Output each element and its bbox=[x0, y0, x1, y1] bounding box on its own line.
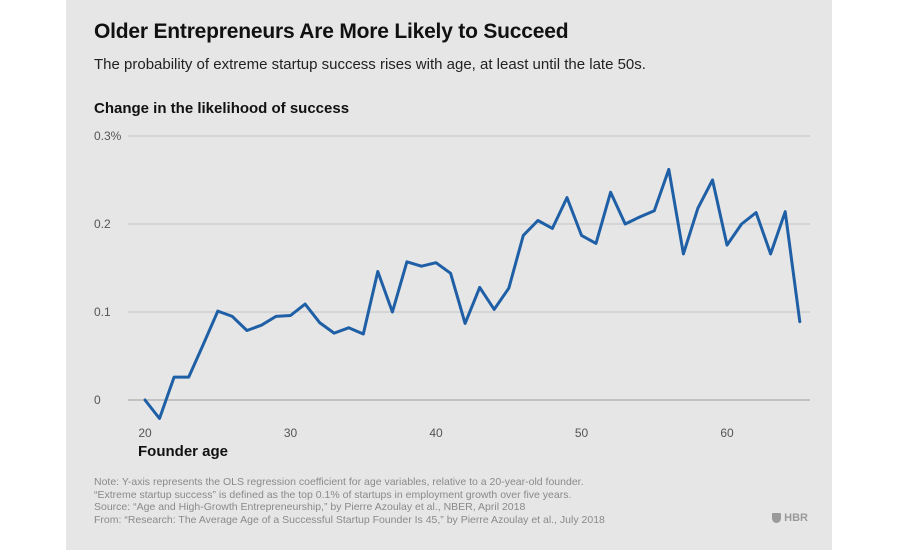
source-line: Source: “Age and High-Growth Entrepreneu… bbox=[94, 501, 526, 514]
data-point bbox=[216, 309, 219, 313]
data-point bbox=[303, 302, 307, 306]
data-point bbox=[376, 270, 379, 273]
data-point bbox=[682, 252, 685, 256]
data-point bbox=[289, 314, 292, 317]
data-point bbox=[260, 324, 263, 327]
chart-subtitle: The probability of extreme startup succe… bbox=[94, 56, 646, 73]
data-point bbox=[187, 375, 190, 379]
data-point bbox=[362, 332, 365, 336]
data-point bbox=[740, 222, 743, 226]
data-point bbox=[638, 215, 641, 219]
data-point bbox=[158, 417, 161, 420]
y-tick-label: 0.2 bbox=[94, 217, 111, 231]
data-point bbox=[391, 310, 394, 314]
data-point bbox=[725, 243, 729, 247]
data-point bbox=[493, 308, 496, 311]
data-point bbox=[536, 219, 540, 222]
data-point bbox=[784, 210, 787, 213]
data-point bbox=[347, 326, 350, 330]
data-point bbox=[609, 191, 612, 194]
y-tick-label: 0 bbox=[94, 393, 101, 407]
data-point bbox=[143, 398, 147, 402]
data-point bbox=[565, 196, 569, 199]
brand-label: HBR bbox=[784, 512, 808, 524]
data-point bbox=[522, 234, 525, 237]
x-tick-label: 60 bbox=[720, 426, 734, 440]
data-point bbox=[507, 287, 510, 290]
x-tick-label: 30 bbox=[284, 426, 298, 440]
data-point bbox=[449, 272, 452, 275]
y-tick-label: 0.3% bbox=[94, 129, 122, 143]
data-point bbox=[231, 315, 234, 318]
y-axis-label: Change in the likelihood of success bbox=[94, 100, 350, 117]
data-point bbox=[318, 321, 321, 324]
footnote-line: Note: Y-axis represents the OLS regressi… bbox=[94, 476, 584, 488]
chart-title: Older Entrepreneurs Are More Likely to S… bbox=[94, 20, 569, 43]
data-point bbox=[245, 329, 249, 332]
data-point bbox=[551, 227, 554, 230]
data-point bbox=[580, 234, 583, 237]
brand-logo: HBR bbox=[772, 512, 808, 524]
line-chart: 0 0.1 0.2 0.3% 20 30 40 50 60 Founder age bbox=[94, 129, 810, 460]
x-tick-label: 20 bbox=[138, 426, 152, 440]
data-point bbox=[434, 261, 438, 264]
data-point bbox=[172, 375, 176, 379]
data-point bbox=[769, 252, 772, 256]
data-point bbox=[332, 331, 336, 335]
series-line bbox=[143, 167, 802, 420]
from-line: From: “Research: The Average Age of a Su… bbox=[94, 513, 605, 526]
x-axis-label: Founder age bbox=[138, 443, 228, 460]
chart-card: Older Entrepreneurs Are More Likely to S… bbox=[66, 0, 832, 550]
y-tick-label: 0.1 bbox=[94, 305, 111, 319]
data-point bbox=[478, 286, 481, 289]
data-point bbox=[667, 168, 670, 171]
data-point bbox=[696, 206, 700, 210]
x-tick-label: 50 bbox=[575, 426, 589, 440]
data-point bbox=[594, 242, 598, 245]
data-point bbox=[754, 211, 758, 214]
data-point bbox=[420, 265, 423, 268]
data-point bbox=[463, 322, 467, 325]
footnote-line: “Extreme startup success” is defined as … bbox=[94, 488, 572, 501]
data-point bbox=[798, 320, 801, 323]
data-point bbox=[405, 260, 409, 264]
data-point bbox=[623, 222, 627, 226]
footnote: Note: Y-axis represents the OLS regressi… bbox=[94, 476, 794, 526]
data-point bbox=[711, 178, 714, 182]
x-tick-label: 40 bbox=[429, 426, 443, 440]
data-point bbox=[653, 209, 656, 212]
shield-icon bbox=[772, 513, 782, 523]
data-point bbox=[274, 315, 278, 318]
data-point bbox=[202, 343, 205, 346]
